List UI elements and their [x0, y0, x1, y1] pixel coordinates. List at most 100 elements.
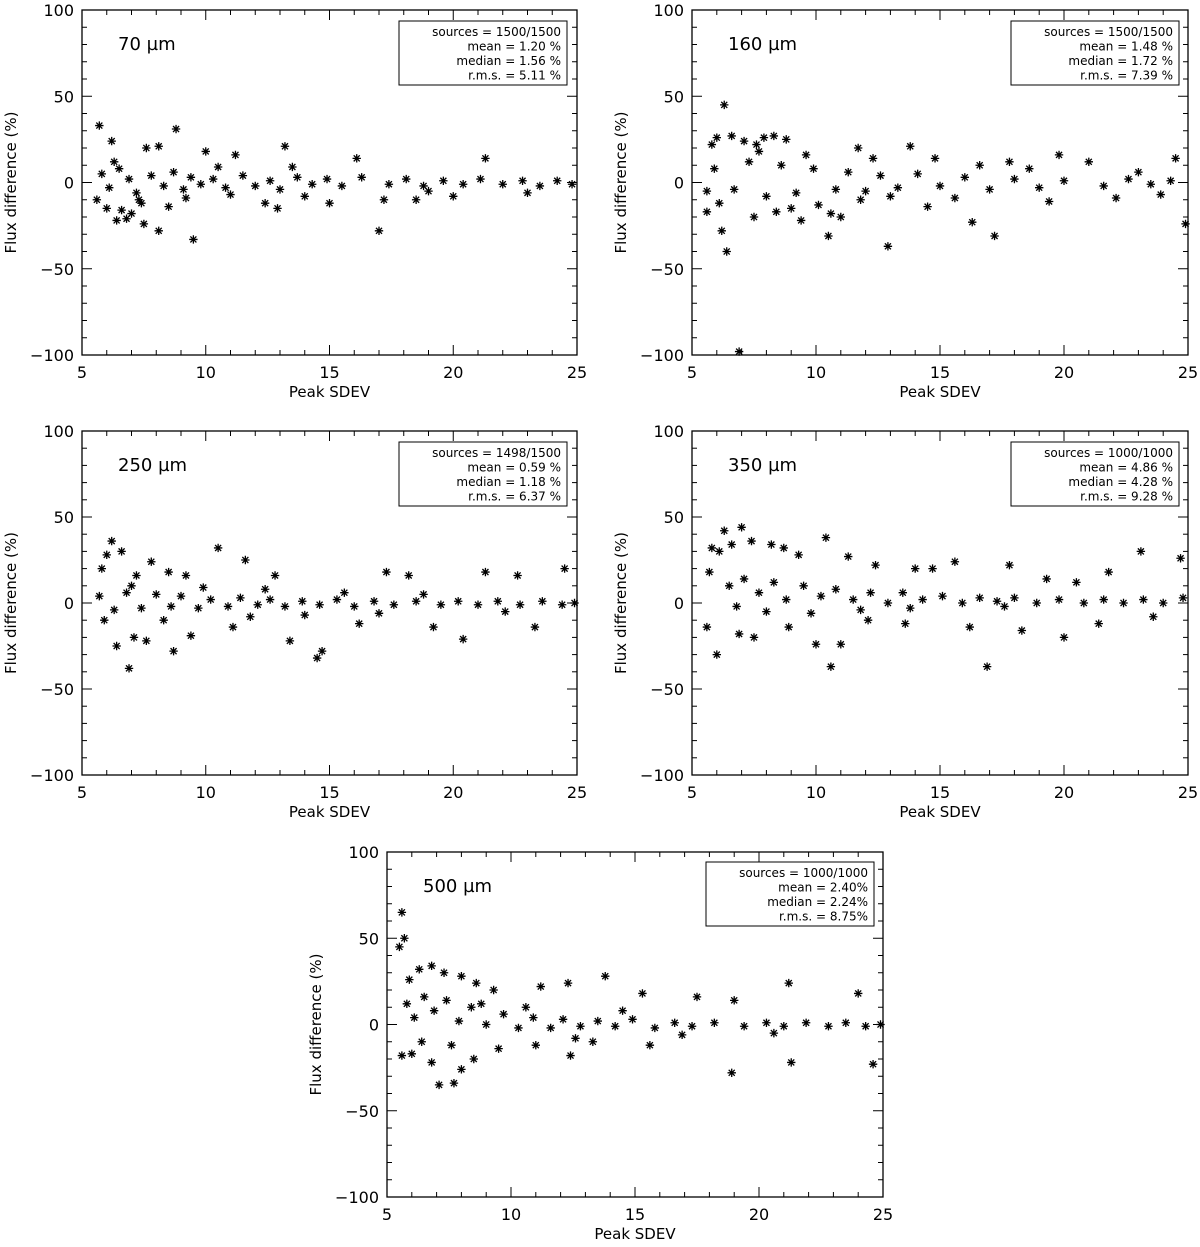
data-point: [147, 171, 156, 180]
data-point: [906, 603, 915, 613]
data-point: [747, 536, 756, 546]
data-point: [801, 1018, 811, 1027]
data-point: [275, 185, 285, 194]
y-tick-label: −50: [650, 260, 684, 279]
data-point: [901, 619, 910, 628]
data-point: [762, 607, 771, 616]
data-point: [722, 247, 731, 256]
data-point: [960, 173, 969, 182]
data-point: [518, 176, 527, 185]
data-point: [152, 590, 161, 599]
data-point: [454, 597, 463, 606]
data-point: [546, 1023, 555, 1033]
data-point: [824, 1022, 833, 1031]
data-point: [95, 591, 104, 601]
x-tick-label: 10: [806, 363, 826, 382]
data-point: [1010, 174, 1019, 184]
data-point: [868, 154, 878, 163]
data-point: [715, 547, 724, 556]
data-point: [374, 609, 384, 618]
panel-1: 5 10 15 20 25 100 50 0 −50 −100 Peak SDEV Flux diff…: [2, 1, 587, 401]
x-tick-label: 15: [625, 1205, 645, 1224]
data-point: [429, 1006, 439, 1015]
data-point: [886, 192, 895, 201]
data-point: [223, 602, 233, 611]
data-point: [142, 636, 151, 646]
data-point: [164, 567, 173, 577]
data-point: [514, 1023, 523, 1033]
data-point: [489, 985, 498, 995]
data-point: [836, 212, 845, 222]
data-point: [201, 147, 210, 156]
data-point: [176, 591, 186, 601]
data-point: [194, 603, 203, 613]
data-point: [404, 571, 413, 580]
data-point: [883, 598, 893, 608]
data-point: [854, 989, 863, 998]
data-point: [213, 162, 223, 172]
data-point: [898, 588, 907, 597]
data-point: [769, 578, 779, 587]
data-point: [784, 978, 793, 988]
data-point: [400, 934, 409, 943]
data-point: [769, 131, 779, 141]
y-tick-label: −100: [335, 1188, 379, 1207]
data-point: [382, 567, 391, 577]
data-point: [734, 629, 744, 639]
y-tick-label: 0: [64, 594, 74, 613]
y-axis-label: Flux difference (%): [307, 954, 325, 1096]
data-point: [137, 199, 146, 208]
data-point: [415, 965, 424, 974]
stats-line: median = 1.56 %: [456, 54, 561, 68]
data-point: [298, 597, 307, 606]
stats-line: mean = 1.48 %: [1079, 40, 1173, 54]
data-point: [576, 1022, 585, 1031]
y-tick-label: 100: [653, 1, 684, 20]
scatter-series: [95, 536, 579, 673]
data-point: [127, 581, 136, 590]
data-point: [762, 1018, 771, 1027]
scatter-series: [702, 100, 1190, 356]
data-point: [420, 992, 429, 1002]
x-axis-label: Peak SDEV: [289, 803, 371, 821]
data-point: [782, 135, 791, 144]
stats-line: sources = 1500/1500: [432, 25, 561, 39]
data-point: [315, 600, 324, 609]
data-point: [707, 543, 717, 553]
data-point: [246, 612, 255, 621]
data-point: [454, 1016, 464, 1026]
stats-line: sources = 1500/1500: [1044, 25, 1173, 39]
x-tick-label: 20: [749, 1205, 769, 1224]
data-point: [563, 978, 573, 988]
data-point: [836, 640, 845, 649]
data-point: [129, 633, 139, 642]
data-point: [992, 597, 1002, 606]
x-tick-label: 20: [443, 363, 463, 382]
data-point: [806, 609, 816, 618]
data-point: [794, 550, 803, 560]
data-point: [791, 188, 801, 198]
data-point: [1111, 193, 1121, 203]
data-point: [114, 164, 124, 173]
data-point: [856, 605, 865, 615]
data-point: [871, 560, 880, 570]
data-point: [650, 1023, 660, 1033]
data-point: [1079, 598, 1089, 608]
data-point: [725, 581, 734, 590]
data-point: [357, 173, 366, 182]
data-point: [1044, 197, 1054, 206]
data-point: [442, 996, 451, 1005]
data-point: [355, 619, 364, 628]
wavelength-label: 350 µm: [728, 455, 797, 476]
x-tick-label: 5: [687, 783, 697, 802]
data-point: [628, 1015, 637, 1024]
data-point: [567, 180, 577, 189]
data-point: [208, 174, 218, 184]
data-point: [809, 164, 818, 173]
y-tick-label: 0: [369, 1016, 379, 1035]
data-point: [469, 1054, 478, 1064]
data-point: [754, 147, 764, 156]
stats-line: mean = 1.20 %: [467, 40, 561, 54]
data-point: [734, 347, 744, 356]
x-axis-label: Peak SDEV: [594, 1225, 676, 1243]
